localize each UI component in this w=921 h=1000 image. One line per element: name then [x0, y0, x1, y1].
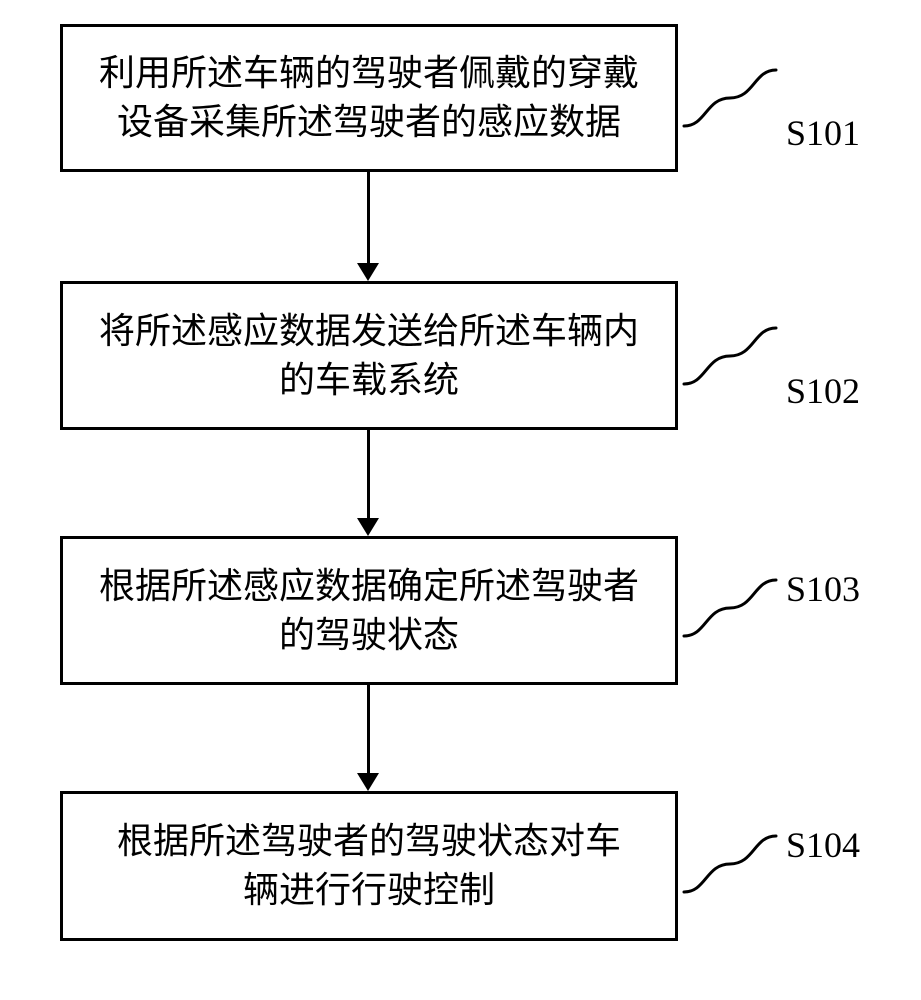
arrow-line — [367, 172, 370, 263]
arrow-head-icon — [357, 773, 379, 791]
flow-step-s102: 将所述感应数据发送给所述车辆内的车载系统 — [60, 281, 678, 430]
flow-step-text: 设备采集所述驾驶者的感应数据 — [117, 98, 621, 147]
step-label-s104: S104 — [786, 824, 860, 866]
flow-step-s103: 根据所述感应数据确定所述驾驶者的驾驶状态 — [60, 536, 678, 685]
flow-step-text: 根据所述感应数据确定所述驾驶者 — [99, 562, 639, 611]
connector-brace — [682, 66, 778, 130]
arrow-line — [367, 430, 370, 518]
arrow-line — [367, 685, 370, 773]
flow-step-text: 根据所述驾驶者的驾驶状态对车 — [117, 817, 621, 866]
flow-step-text: 辆进行行驶控制 — [243, 866, 495, 915]
arrow-head-icon — [357, 518, 379, 536]
flow-step-s104: 根据所述驾驶者的驾驶状态对车辆进行行驶控制 — [60, 791, 678, 941]
connector-brace — [682, 324, 778, 388]
arrow-head-icon — [357, 263, 379, 281]
connector-brace — [682, 576, 778, 640]
connector-brace — [682, 832, 778, 896]
flow-step-text: 将所述感应数据发送给所述车辆内 — [99, 307, 639, 356]
flow-step-text: 的驾驶状态 — [279, 611, 459, 660]
flow-step-text: 利用所述车辆的驾驶者佩戴的穿戴 — [99, 49, 639, 98]
step-label-s101: S101 — [786, 112, 860, 154]
flowchart-canvas: 利用所述车辆的驾驶者佩戴的穿戴设备采集所述驾驶者的感应数据 S101 将所述感应数据… — [0, 0, 921, 1000]
step-label-s103: S103 — [786, 568, 860, 610]
flow-step-s101: 利用所述车辆的驾驶者佩戴的穿戴设备采集所述驾驶者的感应数据 — [60, 24, 678, 172]
flow-step-text: 的车载系统 — [279, 356, 459, 405]
step-label-s102: S102 — [786, 370, 860, 412]
